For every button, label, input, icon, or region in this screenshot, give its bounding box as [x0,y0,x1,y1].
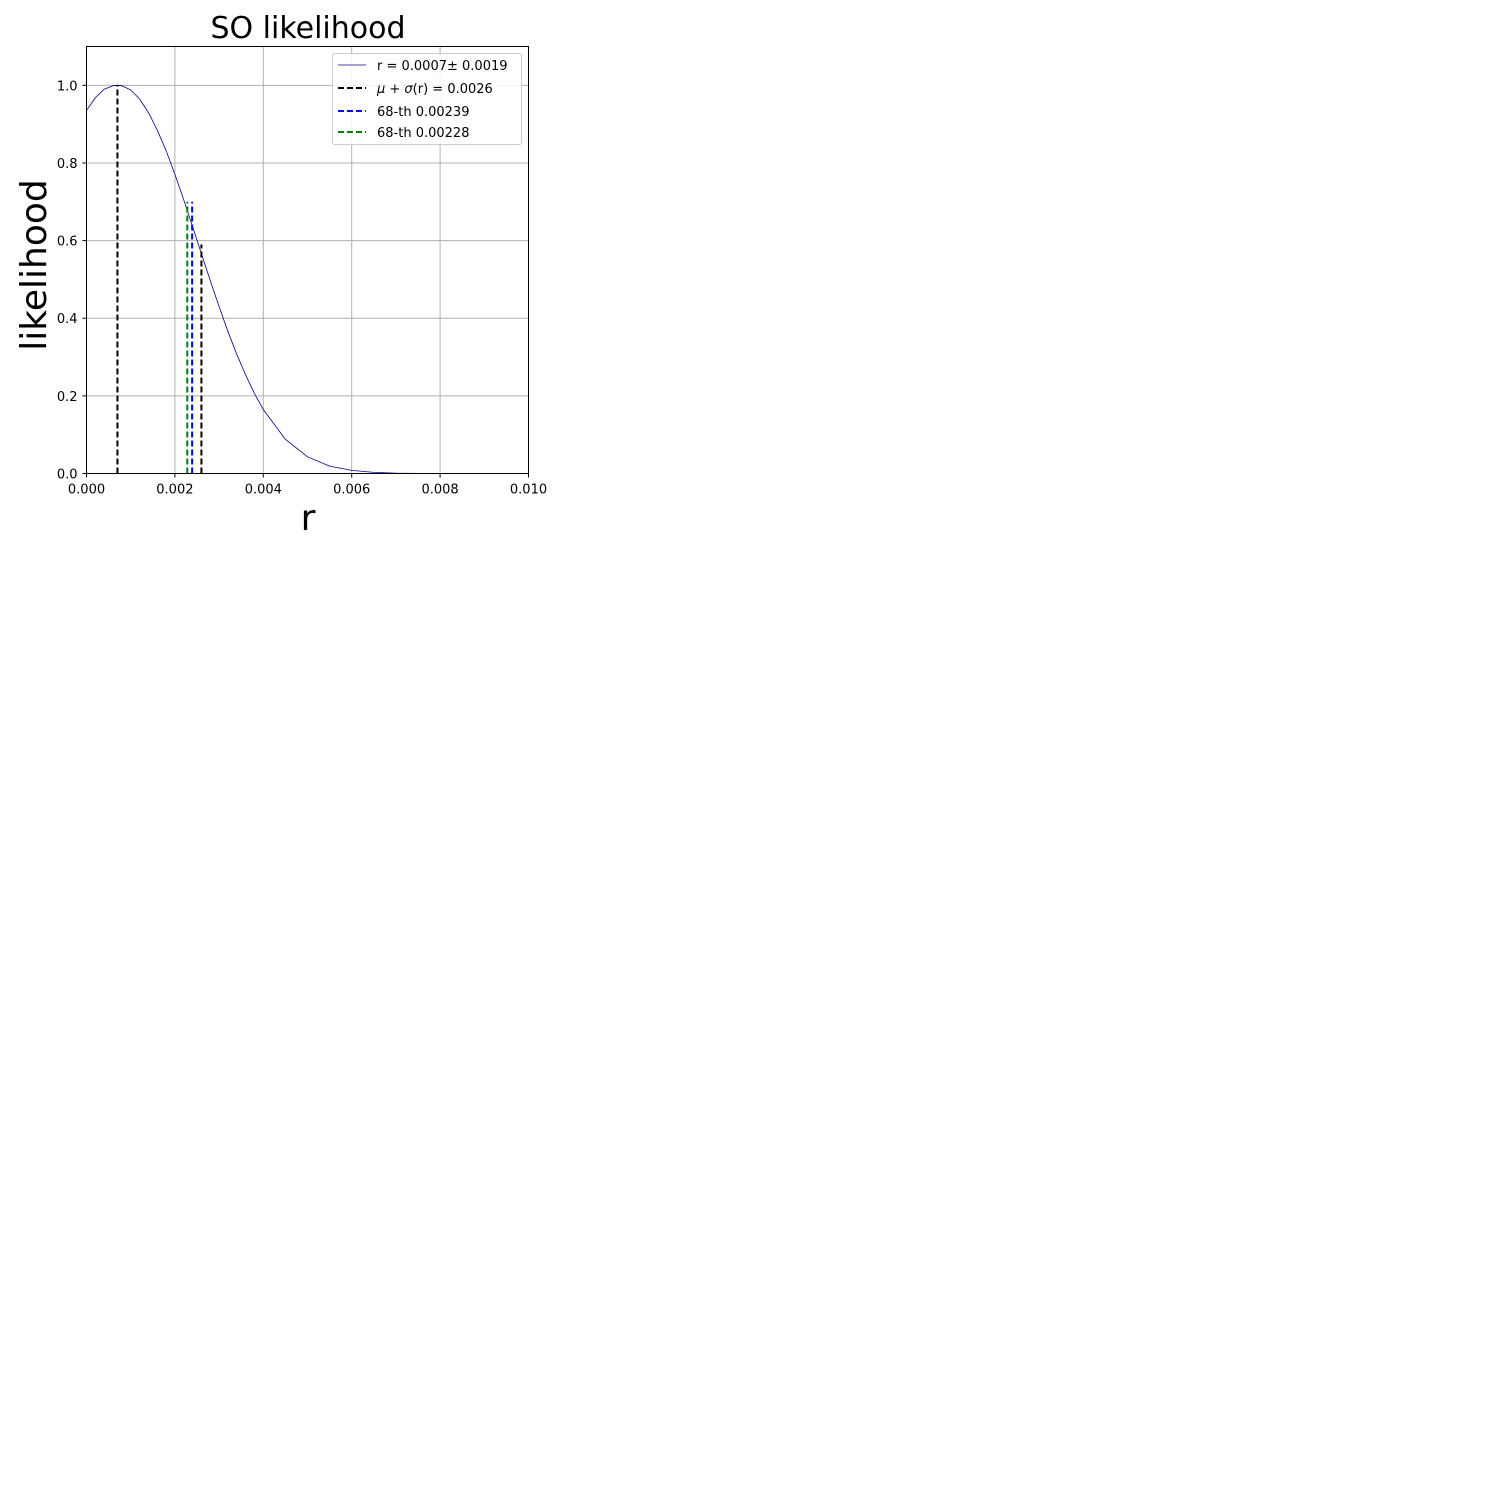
x-tick-label: 0.010 [510,483,547,498]
y-tick-label: 0.0 [57,468,78,483]
legend-box [332,53,522,145]
y-axis-label: likelihood [14,179,55,350]
plot-frame [86,46,529,474]
x-axis-label: r [301,498,316,539]
axis-ticks: 0.000 0.002 0.004 0.006 0.008 0.010 0.0 0.2 0.4 0… [57,79,547,497]
x-tick-label: 0.004 [245,483,282,498]
x-tick-label: 0.002 [156,483,193,498]
y-tick-label: 1.0 [57,79,78,94]
legend-label-mu-sigma-math: μ + σ [376,82,413,97]
legend-label-68th-blue: 68-th 0.00239 [377,105,469,120]
likelihood-curve [86,84,529,474]
legend: r = 0.0007± 0.0019 μ + σ(r) = 0.0026 68-… [332,53,522,145]
legend-label-68th-green: 68-th 0.00228 [377,126,469,141]
x-tick-label: 0.000 [68,483,105,498]
legend-label-mu-sigma: μ + σ(r) = 0.0026 [376,82,493,97]
chart-title: SO likelihood [210,11,405,46]
y-tick-label: 0.6 [57,235,78,250]
x-tick-label: 0.006 [333,483,370,498]
legend-label-mu-sigma-text: (r) = 0.0026 [413,82,493,97]
x-tick-label: 0.008 [421,483,458,498]
y-tick-label: 0.8 [57,157,78,172]
legend-label-curve: r = 0.0007± 0.0019 [377,59,508,74]
y-tick-label: 0.4 [57,312,78,327]
y-tick-label: 0.2 [57,390,78,405]
plot-area [86,84,529,474]
